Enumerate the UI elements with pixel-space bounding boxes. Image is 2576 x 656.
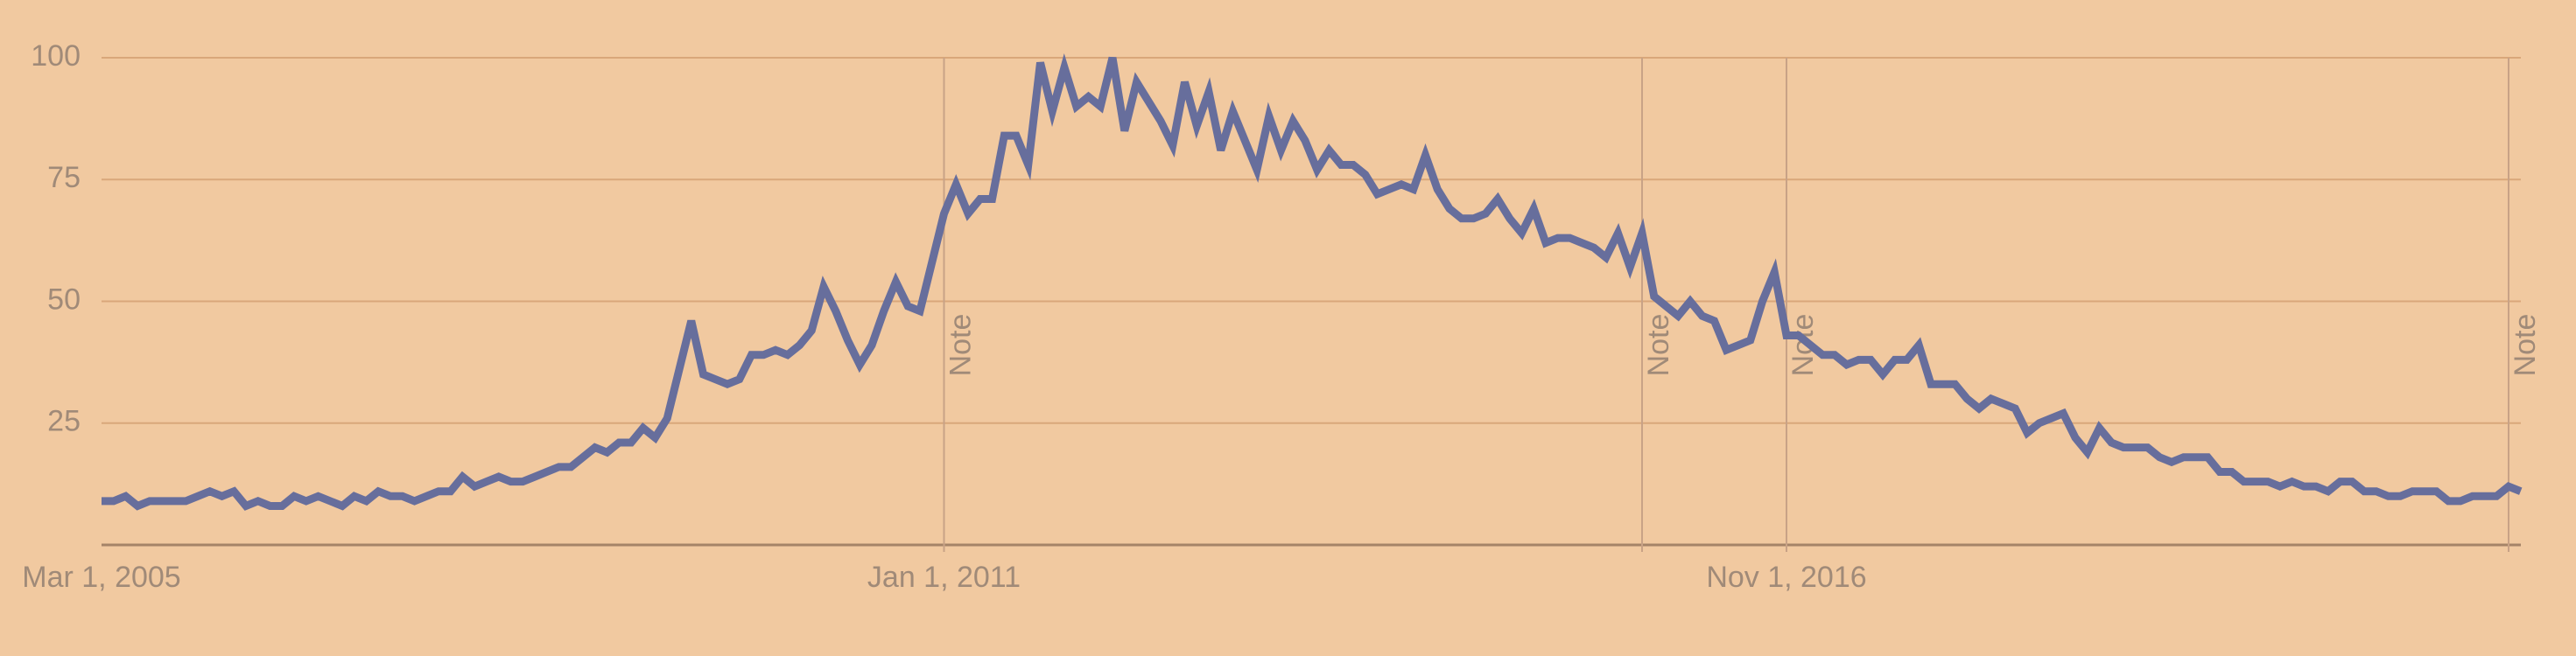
y-tick-label: 100	[31, 39, 81, 73]
x-tick-label: Jan 1, 2011	[867, 561, 1021, 594]
y-tick-label: 75	[47, 161, 81, 194]
annotation-label: Note	[1642, 314, 1675, 377]
annotation-label: Note	[2509, 314, 2542, 377]
y-tick-label: 50	[47, 283, 81, 316]
y-tick-label: 25	[47, 405, 81, 438]
line-series	[102, 53, 2523, 511]
x-tick-label: Nov 1, 2016	[1706, 561, 1866, 594]
x-tick-label: Mar 1, 2005	[22, 561, 180, 594]
annotation-label: Note	[944, 314, 978, 377]
